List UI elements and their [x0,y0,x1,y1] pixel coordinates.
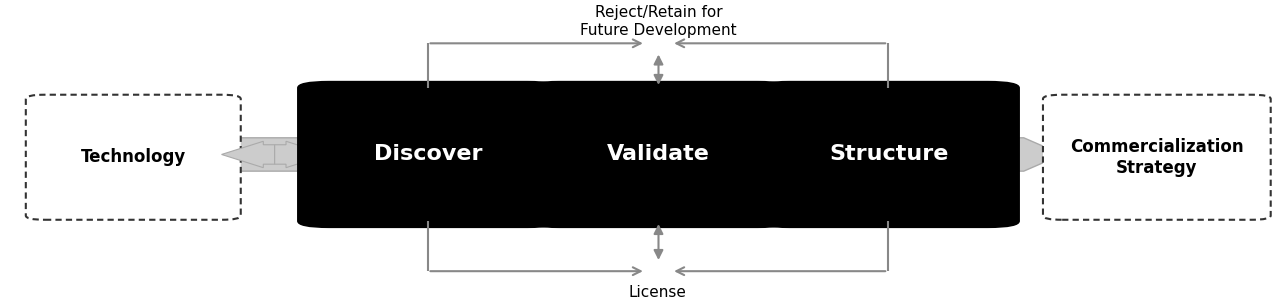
Text: Validate: Validate [607,145,709,164]
FancyArrow shape [275,141,328,168]
FancyArrow shape [544,141,558,168]
FancyArrow shape [774,141,789,168]
Text: Discover: Discover [374,145,482,164]
FancyBboxPatch shape [297,81,559,228]
Text: Reject/Retain for
Future Development: Reject/Retain for Future Development [581,5,736,38]
FancyBboxPatch shape [1043,95,1271,220]
Text: License: License [628,285,686,300]
FancyBboxPatch shape [758,81,1020,228]
FancyArrow shape [221,138,1063,171]
FancyArrow shape [528,141,544,168]
FancyArrow shape [221,141,275,168]
Text: Technology: Technology [81,148,186,166]
Text: Commercialization
Strategy: Commercialization Strategy [1070,138,1244,177]
Text: Structure: Structure [829,145,948,164]
FancyBboxPatch shape [26,95,240,220]
FancyArrow shape [759,141,774,168]
FancyBboxPatch shape [527,81,790,228]
